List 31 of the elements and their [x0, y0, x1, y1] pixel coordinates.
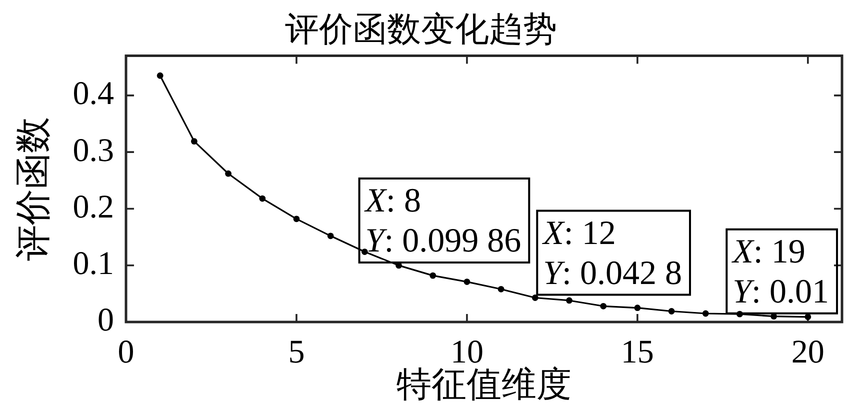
- point: [634, 304, 641, 312]
- y-tick-label: 0: [98, 302, 114, 339]
- x-tick-label: 20: [791, 334, 824, 370]
- point: [327, 232, 334, 240]
- point: [225, 170, 232, 177]
- x-axis-title: 特征值维度: [396, 365, 572, 404]
- point: [668, 308, 675, 314]
- annotation: X: 19 Y: 0.01: [730, 233, 830, 310]
- point: [600, 302, 607, 310]
- y-tick-label: 0.3: [72, 132, 114, 169]
- point: [293, 216, 300, 222]
- x-tick-label: 15: [620, 334, 654, 370]
- point: [566, 297, 572, 304]
- point: [361, 248, 368, 255]
- point: [430, 272, 436, 279]
- annotation: X: 8 Y: 0.099 86: [363, 182, 522, 260]
- point: [190, 138, 198, 145]
- chart-title: 评价函数变化趋势: [285, 11, 557, 48]
- annotation: X: 12 Y: 0.042 8: [541, 214, 682, 292]
- point: [804, 314, 812, 320]
- y-tick-label: 0.1: [72, 246, 114, 282]
- point: [498, 286, 504, 292]
- y-tick-label: 0.2: [72, 189, 114, 226]
- point: [156, 72, 164, 79]
- y-axis-title: 评价函数: [13, 116, 54, 261]
- point: [259, 195, 266, 202]
- x-tick-label: 5: [288, 334, 305, 370]
- y-tick-label: 0.4: [72, 76, 114, 112]
- point: [532, 294, 538, 301]
- point: [702, 310, 709, 317]
- point: [464, 278, 470, 285]
